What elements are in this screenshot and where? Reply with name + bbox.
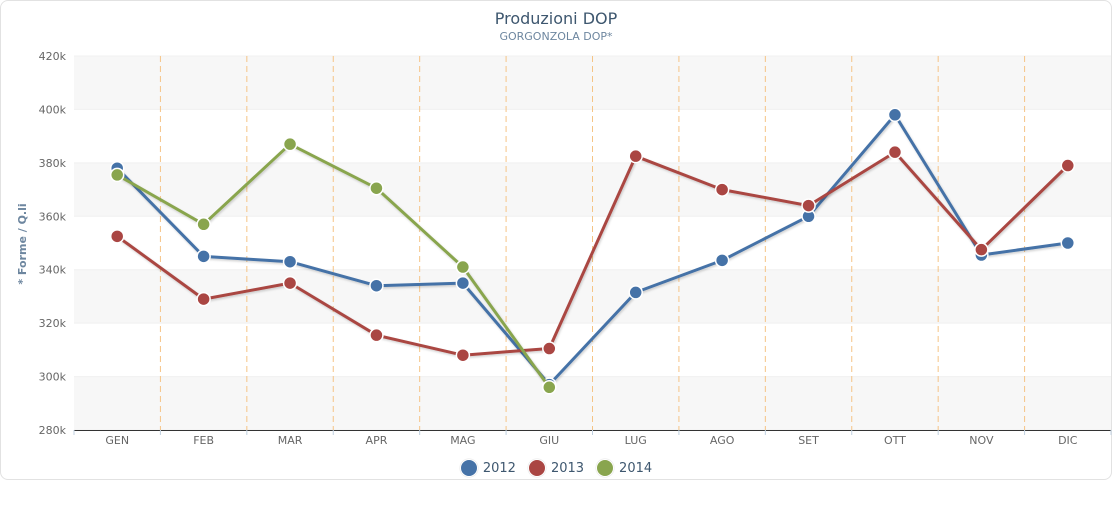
legend-label: 2013	[550, 460, 585, 476]
data-point-2013-APR[interactable]	[369, 327, 384, 343]
legend-label: 2014	[619, 460, 653, 476]
legend-item-2014[interactable]: 2014	[596, 459, 652, 477]
y-tick-label: 360k	[39, 210, 67, 223]
legend-item-2013[interactable]: 2013	[527, 459, 585, 477]
data-point-2013-FEB[interactable]	[196, 291, 211, 307]
x-tick-label: LUG	[625, 434, 647, 447]
x-tick-label: GEN	[105, 434, 129, 447]
data-point-2012-MAR[interactable]	[282, 254, 298, 269]
chart-title: Produzioni DOP	[494, 9, 618, 28]
series-line-2012	[116, 113, 1069, 387]
legend-item-2012[interactable]: 2012	[459, 459, 516, 477]
legend-marker-icon	[527, 459, 546, 477]
data-point-2012-AGO[interactable]	[714, 253, 730, 268]
series-line-2014	[116, 142, 551, 389]
data-point-2013-LUG[interactable]	[628, 148, 643, 164]
data-point-2013-MAR[interactable]	[282, 275, 298, 291]
data-point-2013-NOV[interactable]	[974, 242, 989, 257]
data-point-2013-GIU[interactable]	[542, 341, 557, 356]
x-tick-label: AGO	[710, 434, 735, 447]
x-tick-label: MAG	[450, 434, 475, 447]
data-point-2012-DIC[interactable]	[1060, 235, 1076, 251]
x-tick-label: FEB	[193, 434, 214, 447]
x-tick-label: DIC	[1058, 434, 1078, 447]
data-point-2012-APR[interactable]	[369, 278, 384, 293]
data-point-2013-OTT[interactable]	[887, 144, 903, 160]
x-tick-label: MAR	[278, 434, 303, 447]
y-tick-label: 380k	[39, 157, 67, 170]
data-point-2014-MAR[interactable]	[282, 136, 298, 152]
x-tick-label: GIU	[539, 434, 559, 447]
y-tick-label: 420k	[39, 50, 67, 63]
data-point-2014-GIU[interactable]	[542, 380, 557, 395]
data-point-2014-FEB[interactable]	[196, 217, 211, 232]
x-tick-label: SET	[798, 434, 819, 447]
x-tick-label: OTT	[884, 434, 906, 447]
legend: 2012 2013 2014	[0, 459, 1112, 477]
series-2012	[109, 107, 1076, 392]
data-point-2013-DIC[interactable]	[1060, 158, 1076, 173]
legend-label: 2012	[482, 460, 516, 476]
data-point-2013-AGO[interactable]	[714, 182, 730, 197]
series-line-2013	[116, 150, 1069, 357]
y-tick-label: 300k	[39, 371, 67, 384]
y-tick-label: 280k	[39, 424, 67, 437]
data-point-2013-SET[interactable]	[801, 198, 816, 213]
legend-marker-icon	[459, 459, 478, 477]
data-point-2014-APR[interactable]	[369, 180, 384, 196]
series-2013	[109, 144, 1076, 363]
data-point-2012-FEB[interactable]	[196, 249, 211, 264]
y-axis-title: * Forme / Q.li	[16, 203, 29, 284]
data-point-2013-MAG[interactable]	[455, 347, 471, 363]
data-point-2013-GEN[interactable]	[109, 229, 125, 244]
y-tick-label: 400k	[39, 103, 67, 116]
x-tick-label: APR	[366, 434, 388, 447]
data-point-2014-GEN[interactable]	[109, 167, 125, 183]
data-point-2014-MAG[interactable]	[455, 259, 471, 275]
data-point-2012-OTT[interactable]	[887, 107, 903, 123]
series-2014	[109, 136, 557, 395]
data-point-2012-LUG[interactable]	[628, 285, 643, 300]
legend-marker-icon	[596, 459, 615, 477]
y-tick-label: 340k	[39, 264, 67, 277]
x-tick-label: NOV	[969, 434, 994, 447]
y-tick-label: 320k	[39, 317, 67, 330]
data-point-2012-MAG[interactable]	[455, 275, 471, 291]
chart-subtitle: GORGONZOLA DOP*	[499, 30, 613, 43]
